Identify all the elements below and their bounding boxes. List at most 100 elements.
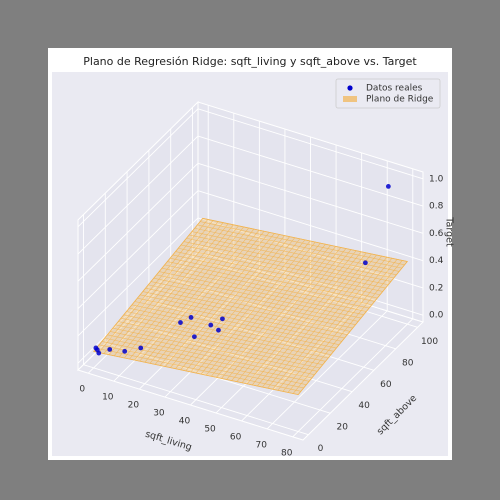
grid-line [77,244,199,364]
grid-line [292,318,414,438]
grid-line [266,310,388,430]
surface-wire [251,251,362,386]
z-tick-label: 0.0 [429,311,444,321]
data-point [122,348,128,354]
chart-title: Plano de Regresión Ridge: sqft_living y … [83,55,417,68]
legend-marker [347,85,353,91]
surface-wire [231,247,342,381]
z-tick-label: 0.6 [429,229,444,239]
surface-wire [272,255,382,390]
grid-line [77,190,199,309]
surface-wire [161,267,367,312]
surface-wire [287,259,398,393]
surface-wire [277,256,388,391]
x-tick-label: 40 [179,417,191,427]
y-tick-label: 20 [337,423,349,433]
surface-wire [236,248,347,382]
legend-marker [343,96,357,102]
surface-wire [199,221,405,266]
surface-wire [150,281,356,326]
surface-wire [172,254,378,299]
surface-wire [180,244,386,289]
surface-wire [169,257,375,302]
surface-wire [148,284,353,329]
surface-wire [200,240,311,375]
x-tick-label: 60 [230,432,242,442]
data-point [178,320,183,325]
surface-wire [183,241,389,286]
grid-line [197,190,424,262]
surface-wire [175,251,381,296]
x-tick-label: 80 [281,448,293,458]
x-tick-label: 30 [153,409,165,419]
surface-wire [297,261,408,395]
y-tick-label: 80 [402,358,414,368]
surface-wire [159,271,364,316]
x-tick-label: 10 [102,393,114,403]
y-tick-label: 0 [318,444,324,454]
surface-wire [197,224,402,269]
data-point [138,345,144,351]
y-tick-label: 100 [421,337,438,347]
grid-line [197,135,424,207]
surface-wire [221,245,331,379]
y-tick-label: 60 [380,380,392,390]
surface-wire [153,277,359,322]
surface-wire [241,249,352,383]
surface-wire [178,247,383,292]
z-tick-label: 0.4 [429,256,444,266]
surface-wire [186,237,392,282]
grid-line [192,256,418,328]
data-point [385,184,391,189]
z-tick-label: 0.8 [429,202,444,212]
surface-wire [167,261,372,306]
x-tick-label: 50 [204,424,216,434]
legend-label: Plano de Ridge [366,95,434,105]
surface-wire [202,217,408,262]
data-point [96,350,102,356]
y-tick-label: 40 [358,401,370,411]
surface-wire [205,241,316,376]
surface-wire [267,254,377,389]
legend-box [335,78,441,109]
surface-wire [292,260,403,394]
z-axis-label: Target [444,216,455,247]
grid-line [197,108,424,180]
surface-wire [246,250,357,385]
data-point [107,347,113,352]
grid-line [105,342,331,414]
grid-line [241,302,362,422]
z-tick-label: 1.0 [429,174,444,184]
grid-line [77,135,199,255]
surface-wire [211,242,321,377]
data-point [220,316,225,322]
data-point [216,327,221,333]
data-point [188,315,194,320]
x-tick-label: 0 [79,385,85,395]
surface-wire [189,234,394,279]
data-point [93,345,99,351]
surface-wire [282,258,393,392]
data-point [362,260,368,266]
plot-area: 0 10 20 30 40 50 60 70 80 0 20 40 60 80 100 0.0 0.2 0.4 0.… [77,100,455,458]
x-tick-label: 20 [128,401,140,411]
grid-line [170,278,396,350]
grid-line [197,162,424,234]
grid-line [77,217,199,337]
surface-wire [93,351,299,395]
legend-label: Datos reales [366,84,423,94]
surface-wire [226,246,336,380]
grid-line [190,286,311,406]
data-point [208,322,214,328]
x-tick-label: 70 [255,440,267,450]
grid-line [83,364,309,436]
surface-wire [164,264,370,309]
surface-wire [257,252,367,387]
grid-line [77,108,199,228]
z-tick-label: 0.2 [429,283,443,293]
surface-wire [191,231,397,276]
surface-wire [93,218,204,352]
